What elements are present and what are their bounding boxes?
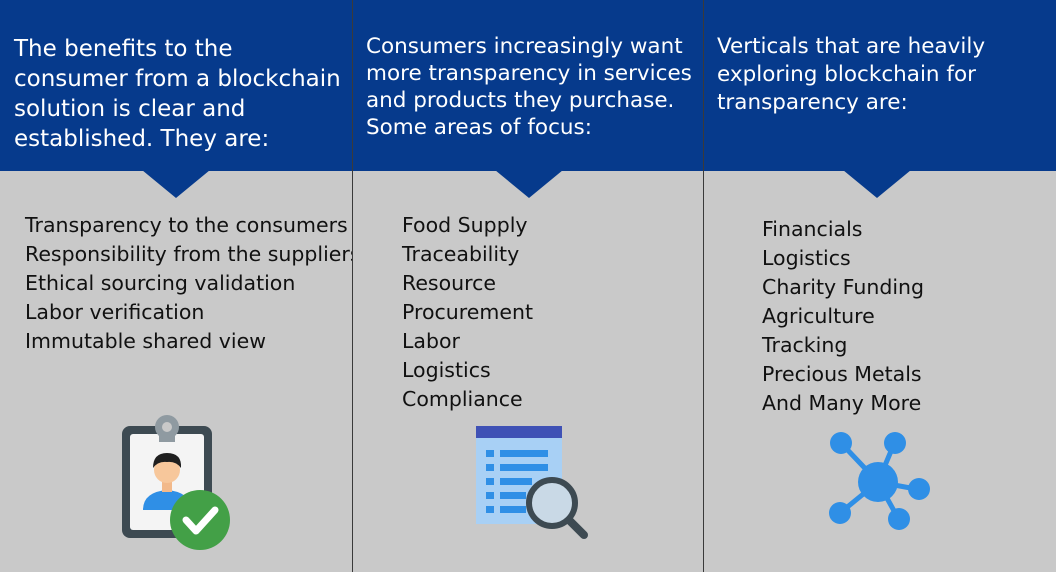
- list-item: Procurement: [402, 300, 533, 324]
- list-item: Labor: [402, 329, 460, 353]
- list-item: Food Supply: [402, 213, 528, 237]
- column-focus-areas: Consumers increasingly want more transpa…: [353, 0, 703, 572]
- list-item: Traceability: [402, 242, 520, 266]
- column-consumer-benefits: The benefits to the consumer from a bloc…: [0, 0, 361, 572]
- column-divider: [352, 0, 353, 572]
- document-search-icon: [476, 426, 588, 539]
- list-item: Transparency to the consumers: [25, 213, 348, 237]
- column-header: Consumers increasingly want more transpa…: [353, 0, 703, 171]
- list-item: Resource: [402, 271, 497, 295]
- header-pointer: [495, 170, 563, 198]
- network-nodes-icon: [829, 432, 930, 530]
- list-item: Logistics: [762, 246, 851, 270]
- column-header-text: The benefits to the consumer from a bloc…: [14, 36, 341, 152]
- column-header-text: Verticals that are heavily exploring blo…: [717, 34, 986, 115]
- header-pointer: [142, 170, 210, 198]
- column-header-text: Consumers increasingly want more transpa…: [366, 34, 692, 140]
- id-badge-check-icon: [122, 415, 230, 550]
- focus-areas-list: Food Supply Traceability Resource Procur…: [402, 211, 533, 414]
- list-item: Labor verification: [25, 300, 205, 324]
- list-item: Compliance: [402, 387, 523, 411]
- benefits-list: Transparency to the consumers Responsibi…: [25, 211, 361, 356]
- list-item: Precious Metals: [762, 362, 922, 386]
- column-divider: [703, 0, 704, 572]
- column-header: Verticals that are heavily exploring blo…: [704, 0, 1056, 171]
- list-item: And Many More: [762, 391, 922, 415]
- list-item: Tracking: [762, 333, 848, 357]
- list-item: Agriculture: [762, 304, 875, 328]
- list-item: Responsibility from the suppliers: [25, 242, 361, 266]
- list-item: Ethical sourcing validation: [25, 271, 296, 295]
- list-item: Charity Funding: [762, 275, 925, 299]
- header-pointer: [843, 170, 911, 198]
- list-item: Logistics: [402, 358, 491, 382]
- list-item: Financials: [762, 217, 863, 241]
- column-verticals: Verticals that are heavily exploring blo…: [704, 0, 1056, 572]
- column-header: The benefits to the consumer from a bloc…: [0, 0, 352, 171]
- list-item: Immutable shared view: [25, 329, 266, 353]
- verticals-list: Financials Logistics Charity Funding Agr…: [762, 215, 924, 418]
